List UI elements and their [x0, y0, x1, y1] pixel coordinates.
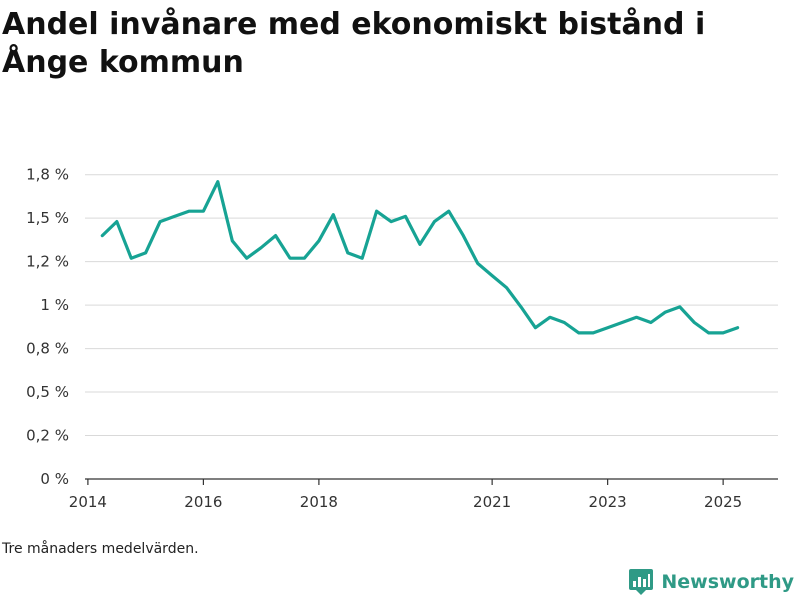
data-point — [332, 213, 335, 216]
data-point — [693, 321, 696, 324]
data-point — [130, 256, 133, 260]
data-point — [620, 321, 624, 324]
data-point — [418, 243, 422, 246]
data-point — [404, 215, 407, 218]
x-tick-label: 2014 — [69, 493, 107, 511]
chart-title: Andel invånare med ekonomiskt bistånd i … — [2, 7, 706, 80]
data-point — [101, 234, 104, 237]
y-tick-label: 1,5 % — [26, 209, 69, 227]
data-point — [375, 210, 378, 213]
data-point — [476, 262, 479, 265]
x-tick-label: 2016 — [184, 493, 222, 511]
x-tick-label: 2025 — [704, 493, 742, 511]
data-point — [115, 220, 118, 223]
data-point — [216, 180, 220, 183]
data-point — [447, 210, 451, 213]
data-point — [288, 256, 292, 260]
data-point — [462, 234, 465, 237]
y-axis-tick-labels: 0 % 0,2 % 0,5 % 0,8 % 1 % 1,2 % 1,5 % 1,8 % — [26, 166, 69, 488]
data-point — [534, 326, 537, 329]
y-tick-label: 1 % — [40, 296, 69, 314]
data-point — [433, 220, 436, 223]
data-point — [635, 316, 638, 319]
grid-lines — [85, 174, 778, 437]
data-point — [274, 234, 277, 237]
newsworthy-logo-icon — [629, 569, 654, 595]
data-point — [736, 326, 739, 329]
data-point — [231, 239, 234, 242]
data-point — [707, 331, 710, 335]
data-point — [187, 210, 191, 213]
data-point — [144, 251, 147, 255]
data-point — [592, 331, 595, 335]
data-point — [519, 305, 523, 309]
data-point — [664, 310, 667, 314]
data-point — [173, 215, 176, 218]
data-point — [346, 251, 349, 255]
y-tick-label: 1,8 % — [26, 166, 69, 184]
x-tick-label: 2023 — [589, 493, 627, 511]
series-layer — [100, 180, 740, 335]
data-point — [548, 316, 552, 319]
data-point — [490, 274, 494, 277]
y-tick-label: 0 % — [40, 470, 69, 488]
data-point — [202, 210, 205, 213]
x-axis: 2014 2016 2018 2021 2023 2025 — [69, 478, 778, 511]
y-tick-label: 0,2 % — [26, 427, 69, 445]
brand-name: Newsworthy — [661, 571, 794, 593]
data-point — [259, 246, 263, 249]
y-tick-label: 0,8 % — [26, 340, 69, 358]
data-point — [678, 305, 682, 309]
data-point — [577, 331, 580, 335]
data-point — [721, 331, 725, 335]
y-tick-label: 0,5 % — [26, 383, 69, 401]
data-point — [317, 239, 321, 242]
x-tick-label: 2021 — [473, 493, 511, 511]
data-point — [389, 220, 393, 223]
data-point — [361, 256, 364, 260]
data-point — [245, 256, 248, 260]
data-point — [649, 321, 653, 324]
data-point — [606, 326, 609, 329]
data-point — [563, 321, 566, 324]
data-point — [505, 286, 508, 289]
y-tick-label: 1,2 % — [26, 253, 69, 271]
brand[interactable]: Newsworthy — [629, 569, 794, 595]
series-line — [100, 180, 740, 335]
footnote: Tre månaders medelvärden. — [2, 541, 199, 557]
x-tick-label: 2018 — [300, 493, 338, 511]
data-point — [158, 220, 162, 223]
data-point — [303, 256, 306, 260]
